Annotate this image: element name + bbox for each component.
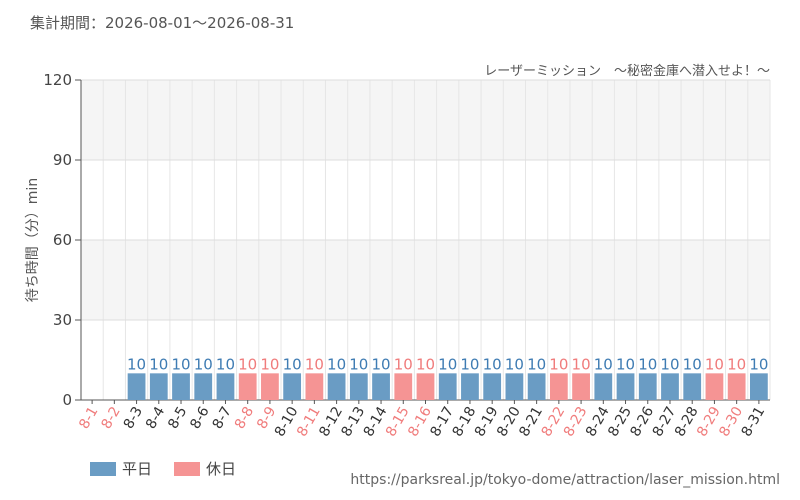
bar-8-8	[238, 373, 257, 400]
x-tick-label: 8-4	[143, 404, 168, 432]
legend-swatch-weekday	[90, 461, 116, 476]
bar-8-20	[505, 373, 524, 400]
y-tick-label: 120	[43, 71, 72, 89]
bar-8-10	[283, 373, 302, 400]
bar-8-6	[194, 373, 213, 400]
legend-label-holiday: 休日	[206, 460, 237, 478]
x-tick-label: 8-1	[76, 404, 101, 432]
data-label-8-29: 10	[705, 355, 724, 373]
bar-8-9	[261, 373, 279, 400]
bar-8-24	[594, 373, 613, 400]
bar-8-22	[549, 373, 568, 400]
data-label-8-3: 10	[127, 355, 146, 373]
source-url: https://parksreal.jp/tokyo-dome/attracti…	[350, 472, 780, 488]
data-label-8-24: 10	[594, 355, 613, 373]
bar-8-5	[172, 373, 190, 400]
data-label-8-10: 10	[283, 355, 302, 373]
y-tick-label: 60	[53, 231, 72, 249]
legend-swatch-holiday	[174, 461, 201, 476]
data-label-8-11: 10	[305, 355, 324, 373]
data-label-8-23: 10	[572, 355, 591, 373]
y-tick-label: 30	[53, 311, 72, 329]
bar-8-25	[616, 373, 635, 400]
data-label-8-12: 10	[327, 355, 346, 373]
data-label-8-28: 10	[683, 355, 702, 373]
bar-8-11	[305, 373, 324, 400]
bar-8-3	[127, 373, 146, 400]
bar-8-13	[349, 373, 368, 400]
x-tick-label: 8-3	[121, 404, 146, 432]
data-label-8-19: 10	[483, 355, 502, 373]
data-label-8-8: 10	[238, 355, 257, 373]
data-label-8-16: 10	[416, 355, 435, 373]
bar-8-12	[327, 373, 346, 400]
bar-8-31	[749, 373, 768, 400]
data-label-8-31: 10	[749, 355, 768, 373]
bar-8-28	[683, 373, 702, 400]
bar-8-21	[527, 373, 546, 400]
data-label-8-30: 10	[727, 355, 746, 373]
x-tick-label: 8-8	[232, 404, 257, 432]
bar-8-18	[461, 373, 479, 400]
data-label-8-4: 10	[149, 355, 168, 373]
legend-item-holiday: 休日	[174, 458, 236, 479]
legend-label-weekday: 平日	[122, 460, 153, 478]
data-label-8-9: 10	[260, 355, 279, 373]
data-label-8-18: 10	[460, 355, 479, 373]
bar-8-23	[572, 373, 590, 400]
data-label-8-6: 10	[194, 355, 213, 373]
data-label-8-13: 10	[349, 355, 368, 373]
period-label: 集計期間：2026-08-01～2026-08-31	[30, 14, 295, 32]
y-tick-label: 90	[53, 151, 72, 169]
bar-8-4	[149, 373, 168, 400]
bar-8-15	[394, 373, 413, 400]
bar-8-27	[661, 373, 679, 400]
y-tick-label: 0	[62, 391, 72, 409]
bar-8-17	[438, 373, 457, 400]
data-label-8-20: 10	[505, 355, 524, 373]
x-tick-label: 8-2	[99, 404, 124, 432]
x-tick-label: 8-31	[739, 404, 769, 440]
data-label-8-22: 10	[549, 355, 568, 373]
data-label-8-14: 10	[372, 355, 391, 373]
legend-item-weekday: 平日	[90, 458, 152, 479]
data-label-8-21: 10	[527, 355, 546, 373]
bar-8-7	[216, 373, 235, 400]
data-label-8-27: 10	[660, 355, 679, 373]
bar-8-30	[727, 373, 746, 400]
bar-8-29	[705, 373, 724, 400]
data-label-8-25: 10	[616, 355, 635, 373]
data-label-8-17: 10	[438, 355, 457, 373]
data-label-8-5: 10	[171, 355, 190, 373]
attraction-name: レーザーミッション ～秘密金庫へ潜入せよ！～	[484, 64, 770, 79]
data-label-8-26: 10	[638, 355, 657, 373]
plot-band	[81, 240, 770, 320]
bar-8-19	[483, 373, 502, 400]
bar-8-26	[638, 373, 657, 400]
plot-band	[81, 160, 770, 240]
legend: 平日 休日	[90, 458, 258, 479]
bar-8-16	[416, 373, 435, 400]
bar-8-14	[372, 373, 390, 400]
x-tick-label: 8-7	[210, 404, 235, 432]
x-tick-label: 8-6	[187, 404, 212, 432]
data-label-8-7: 10	[216, 355, 235, 373]
x-tick-label: 8-5	[165, 404, 190, 432]
data-label-8-15: 10	[394, 355, 413, 373]
plot-band	[81, 80, 770, 160]
